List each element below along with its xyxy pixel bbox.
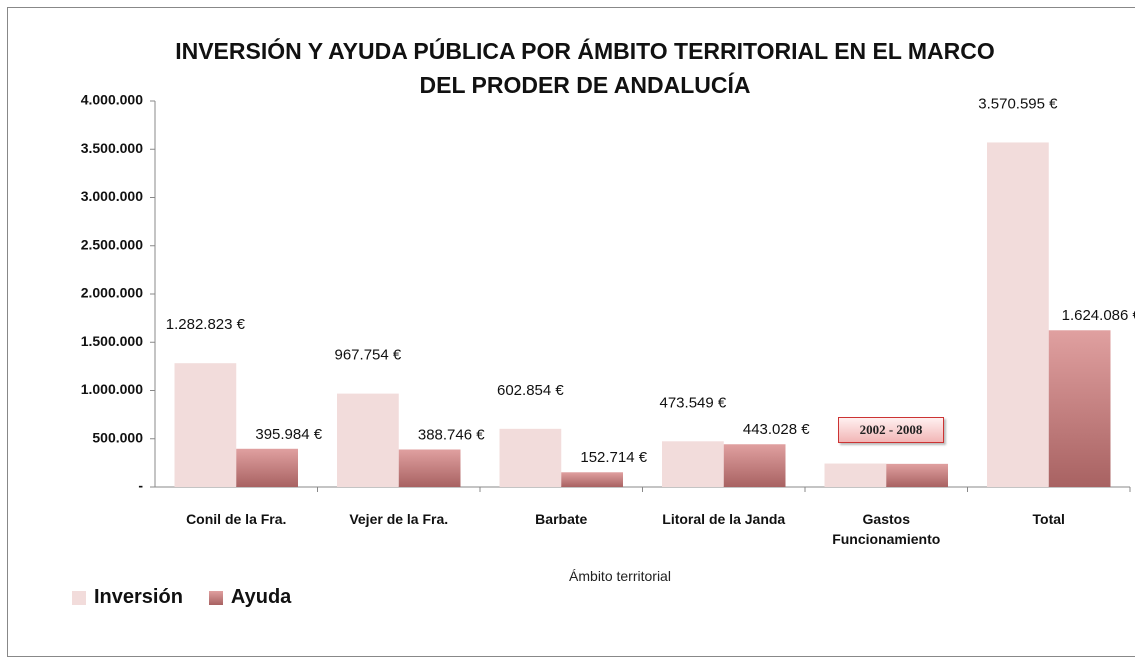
x-axis-title: Ámbito territorial <box>569 568 671 584</box>
x-tick-label: Vejer de la Fra. <box>349 511 449 527</box>
legend-item: Inversión <box>72 586 183 609</box>
bar <box>886 463 948 487</box>
x-tick-label: Gastos Funcionamiento <box>832 511 941 547</box>
value-label: 602.854 € <box>497 382 564 399</box>
legend-swatch <box>208 590 223 605</box>
bar <box>662 441 724 487</box>
value-label: 152.714 € <box>580 449 647 466</box>
annotation: 2002 - 2008 <box>838 417 944 443</box>
value-label: 1.624.086 € <box>1062 307 1135 324</box>
y-tick-label: 500.000 <box>92 429 143 445</box>
y-tick-label: 1.500.000 <box>81 333 143 349</box>
legend-swatch <box>72 590 86 605</box>
x-tick-label: Total <box>1032 511 1065 527</box>
y-tick-label: 3.500.000 <box>81 140 143 156</box>
bar <box>398 449 461 487</box>
value-label: 388.746 € <box>418 426 485 443</box>
y-tick-label: 2.000.000 <box>81 285 143 301</box>
legend-label: Inversión <box>94 586 183 608</box>
bar <box>1048 330 1111 487</box>
value-label: 1.282.823 € <box>166 316 246 333</box>
y-tick-label: 3.000.000 <box>81 188 143 204</box>
legend: Inversión Ayuda <box>72 586 291 609</box>
bar <box>824 463 887 487</box>
y-tick-label: 4.000.000 <box>81 92 143 108</box>
bar <box>723 444 786 487</box>
legend-item: Ayuda <box>208 586 292 609</box>
y-tick-label: - <box>138 478 143 494</box>
chart-title: INVERSIÓN Y AYUDA PÚBLICA POR ÁMBITO TER… <box>175 38 995 98</box>
x-tick-label: Litoral de la Janda <box>662 511 786 527</box>
y-tick-label: 2.500.000 <box>81 236 143 252</box>
bar <box>236 448 298 487</box>
value-label: 395.984 € <box>255 426 322 443</box>
legend-label: Ayuda <box>230 586 292 608</box>
x-tick-label: Conil de la Fra. <box>186 511 287 527</box>
bar <box>499 428 562 487</box>
bar <box>174 363 237 487</box>
y-tick-label: 1.000.000 <box>81 381 143 397</box>
value-label: 3.570.595 € <box>978 95 1058 112</box>
value-label: 473.549 € <box>660 394 727 411</box>
bar <box>561 472 623 487</box>
bar <box>337 393 399 487</box>
x-tick-label: Barbate <box>535 511 588 527</box>
bar <box>987 142 1049 488</box>
value-label: 967.754 € <box>335 347 402 364</box>
value-label: 443.028 € <box>743 421 810 438</box>
